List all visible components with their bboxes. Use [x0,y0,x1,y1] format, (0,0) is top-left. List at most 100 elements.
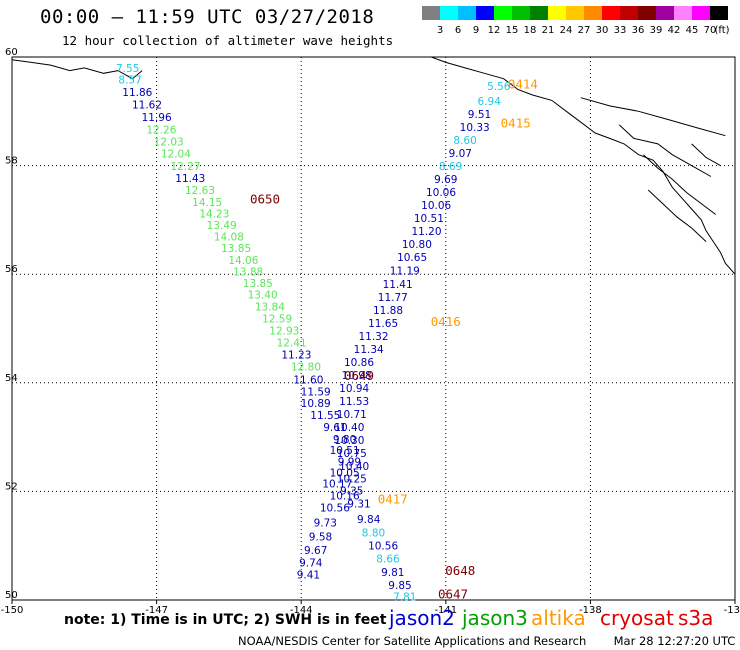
wave-height-value: 12.93 [269,326,299,338]
wave-height-value: 11.77 [378,292,408,304]
wave-height-value: 14.06 [228,255,258,267]
color-scale-label: 18 [524,25,537,36]
wave-height-value: 13.85 [243,278,273,290]
color-scale-unit: (ft) [714,25,729,36]
color-swatch [566,6,584,20]
wave-height-value: 12.03 [154,137,184,149]
wave-height-value: 10.17 [322,479,352,491]
wave-height-value: 10.65 [397,252,427,264]
wave-height-value: 11.59 [301,386,331,398]
wave-height-value: 10.06 [421,200,451,212]
legend-cryosat: cryosat [600,606,674,630]
wave-height-value: 11.55 [310,410,340,422]
wave-height-value: 9.61 [323,422,346,434]
color-scale-label: 30 [596,25,609,36]
color-swatch [692,6,710,20]
wave-height-value: 14.15 [192,197,222,209]
lon-tick-label: -150 [1,605,24,616]
wave-height-value: 11.53 [339,396,369,408]
color-scale-label: 9 [473,25,479,36]
color-scale-label: 39 [650,25,663,36]
color-swatch [674,6,692,20]
lon-tick-label: -135 [724,605,740,616]
color-swatch [458,6,476,20]
wave-height-value: 11.60 [293,374,323,386]
wave-height-value: 11.96 [142,112,172,124]
wave-height-value: 10.16 [330,491,360,503]
wave-height-value: 9.81 [381,567,404,579]
wave-height-value: 12.27 [170,161,200,173]
coastline [11,59,143,80]
wave-height-value: 12.41 [277,337,307,349]
wave-height-value: 7.81 [393,592,416,604]
color-scale-label: 33 [614,25,627,36]
wave-height-value: 10.56 [368,541,398,553]
coastline [431,56,736,275]
lon-tick-label: -147 [145,605,168,616]
color-swatch [656,6,674,20]
wave-height-value: 11.88 [373,305,403,317]
wave-height-value: 11.86 [122,87,152,99]
wave-height-value: 13.85 [221,243,251,255]
wave-height-value: 12.04 [161,149,191,161]
island-coastline [647,189,707,242]
wave-height-value: 10.40 [334,422,364,434]
wave-height-value: 9.35 [340,486,363,498]
lon-tick-label: -138 [579,605,602,616]
wave-height-value: 13.49 [207,220,237,232]
wave-height-value: 11.32 [358,331,388,343]
wave-height-value: 10.40 [339,461,369,473]
color-scale-label: 12 [488,25,501,36]
lat-tick-label: 54 [5,373,18,384]
footer-note: note: 1) Time is in UTC; 2) SWH is in fe… [64,612,387,628]
wave-height-value: 9.85 [388,580,411,592]
wave-height-value: 7.55 [116,63,139,75]
wave-height-value: 10.89 [301,398,331,410]
wave-height-value: 6.94 [478,96,502,108]
wave-height-value: 8.60 [453,135,476,147]
wave-height-value: 10.51 [414,213,444,225]
wave-height-value: 11.20 [411,226,441,238]
pass-time-label: 0415 [501,116,531,131]
lon-tick-label: -144 [290,605,313,616]
wave-height-value: 9.73 [314,518,337,530]
wave-height-value: 10.71 [337,409,367,421]
lat-tick-label: 56 [5,264,18,275]
wave-height-value: 11.19 [390,266,420,278]
wave-height-value: 12.63 [185,185,215,197]
wave-height-value: 8.57 [118,75,141,87]
legend-altika: altika [531,606,586,630]
wave-height-value: 8.69 [439,161,462,173]
pass-time-label: 0414 [508,77,538,92]
wave-height-value: 5.56 [487,81,511,93]
legend-jason2: jason2 [389,606,455,630]
color-swatch [584,6,602,20]
wave-height-value: 11.62 [132,100,162,112]
island-coastline [691,143,721,167]
island-coastline [580,97,726,137]
pass-time-label: 0648 [445,563,475,578]
color-swatch [710,6,728,20]
wave-height-value: 9.41 [297,569,320,581]
pass-time-label: 0416 [431,314,461,329]
lon-tick-label: -141 [434,605,457,616]
color-swatch [512,6,530,20]
color-scale-label: 15 [506,25,519,36]
lat-tick-label: 52 [5,481,18,492]
wave-height-value: 9.51 [468,109,491,121]
wave-height-value: 9.58 [309,531,332,543]
wave-height-value: 14.08 [214,232,244,244]
wave-height-value: 9.99 [338,456,361,468]
wave-height-value: 9.31 [347,499,370,511]
wave-height-value: 11.65 [368,318,398,330]
color-scale-legend: 3 6 9 12 15 18 21 24 27 30 33 36 39 42 45 70(ft) [422,6,730,36]
wave-height-value: 12.26 [146,125,176,137]
color-swatch [476,6,494,20]
color-swatch [620,6,638,20]
wave-height-value: 8.80 [362,528,385,540]
color-swatch [602,6,620,20]
wave-height-value: 10.25 [337,474,367,486]
generation-timestamp: Mar 28 12:27:20 UTC 2018 [613,634,740,648]
wave-height-value: 10.30 [334,435,364,447]
